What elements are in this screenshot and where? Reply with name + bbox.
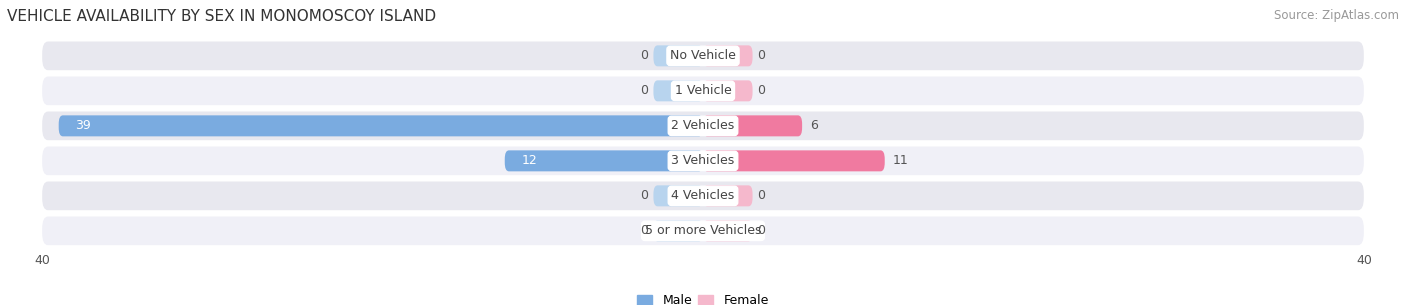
Text: No Vehicle: No Vehicle — [671, 49, 735, 62]
Text: 5 or more Vehicles: 5 or more Vehicles — [645, 224, 761, 237]
Text: 1 Vehicle: 1 Vehicle — [675, 84, 731, 97]
FancyBboxPatch shape — [42, 181, 1364, 210]
FancyBboxPatch shape — [42, 77, 1364, 105]
FancyBboxPatch shape — [703, 115, 801, 136]
Text: 0: 0 — [641, 224, 648, 237]
Text: 0: 0 — [641, 84, 648, 97]
FancyBboxPatch shape — [42, 112, 1364, 140]
Text: 0: 0 — [758, 224, 765, 237]
FancyBboxPatch shape — [703, 150, 884, 171]
Text: 12: 12 — [522, 154, 537, 167]
FancyBboxPatch shape — [654, 80, 703, 101]
FancyBboxPatch shape — [654, 45, 703, 66]
Text: 0: 0 — [758, 84, 765, 97]
FancyBboxPatch shape — [42, 41, 1364, 70]
Text: 11: 11 — [893, 154, 908, 167]
FancyBboxPatch shape — [42, 217, 1364, 245]
Text: VEHICLE AVAILABILITY BY SEX IN MONOMOSCOY ISLAND: VEHICLE AVAILABILITY BY SEX IN MONOMOSCO… — [7, 9, 436, 24]
Text: Source: ZipAtlas.com: Source: ZipAtlas.com — [1274, 9, 1399, 22]
FancyBboxPatch shape — [505, 150, 703, 171]
FancyBboxPatch shape — [703, 80, 752, 101]
Text: 0: 0 — [641, 49, 648, 62]
Legend: Male, Female: Male, Female — [633, 289, 773, 305]
Text: 2 Vehicles: 2 Vehicles — [672, 119, 734, 132]
Text: 4 Vehicles: 4 Vehicles — [672, 189, 734, 202]
Text: 0: 0 — [641, 189, 648, 202]
Text: 6: 6 — [810, 119, 818, 132]
FancyBboxPatch shape — [42, 146, 1364, 175]
FancyBboxPatch shape — [654, 220, 703, 241]
Text: 3 Vehicles: 3 Vehicles — [672, 154, 734, 167]
Text: 39: 39 — [75, 119, 91, 132]
FancyBboxPatch shape — [703, 185, 752, 206]
FancyBboxPatch shape — [59, 115, 703, 136]
FancyBboxPatch shape — [703, 220, 752, 241]
FancyBboxPatch shape — [654, 185, 703, 206]
Text: 0: 0 — [758, 49, 765, 62]
FancyBboxPatch shape — [703, 45, 752, 66]
Text: 0: 0 — [758, 189, 765, 202]
